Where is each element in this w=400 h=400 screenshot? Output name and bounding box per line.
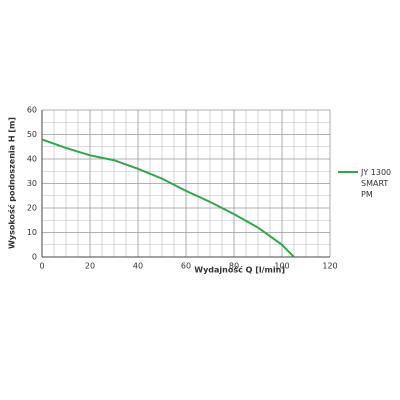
x-tick-label: 40 [133,262,143,271]
x-axis-label: Wydajność Q [l/min] [194,265,285,275]
x-tick-label: 80 [229,262,239,271]
y-tick-label: 40 [27,155,37,164]
legend-label: JY 1300 SMART PM [361,168,392,199]
x-tick-label: 20 [85,262,95,271]
x-tick-label: 120 [322,262,337,271]
y-tick-label: 0 [32,253,37,262]
line-series [41,138,295,258]
y-tick-label: 60 [27,106,37,115]
x-tick-label: 0 [39,262,44,271]
y-axis-label: Wysokość podnoszenia H [m] [7,117,17,249]
y-tick-label: 10 [27,228,37,237]
x-tick-label: 100 [274,262,289,271]
y-tick-label: 30 [27,179,37,188]
y-tick-label: 50 [27,130,37,139]
y-tick-label: 20 [27,204,37,213]
x-tick-label: 60 [181,262,191,271]
